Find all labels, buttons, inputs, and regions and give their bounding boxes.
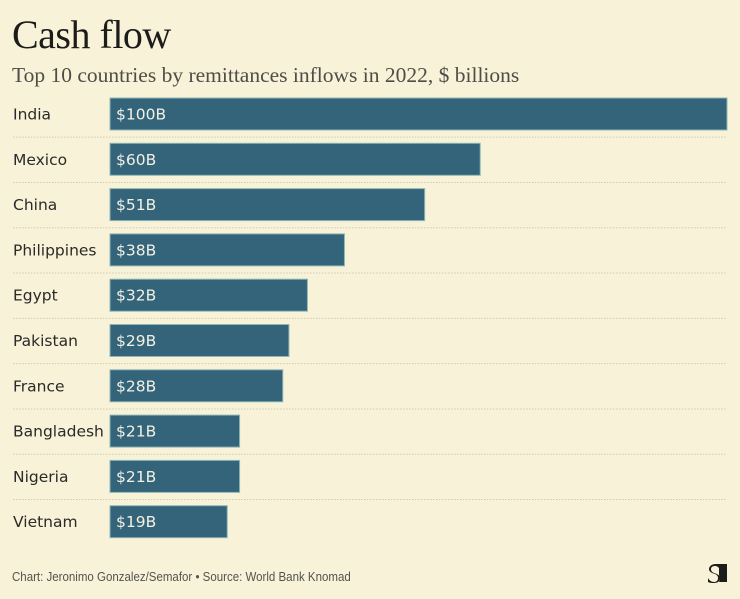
bar-row: Egypt $32B	[13, 278, 727, 319]
category-label: Bangladesh	[13, 423, 104, 441]
bar-row: Vietnam $19B	[13, 505, 228, 539]
bar	[109, 414, 241, 448]
bar-row: Bangladesh $21B	[13, 414, 727, 455]
category-label: Vietnam	[13, 513, 78, 531]
bar	[109, 142, 481, 176]
value-label: $29B	[116, 332, 156, 350]
bar	[109, 505, 228, 539]
value-label: $32B	[116, 287, 156, 305]
category-label: Egypt	[13, 287, 58, 305]
semafor-logo-icon	[708, 564, 727, 583]
bar	[109, 233, 345, 267]
bar-row: Nigeria $21B	[13, 459, 727, 501]
value-label: $51B	[116, 196, 156, 214]
category-label: Mexico	[13, 151, 67, 169]
bar-row: India $100B	[13, 97, 728, 138]
bar	[109, 324, 290, 357]
bar	[109, 278, 308, 312]
value-label: $21B	[116, 423, 156, 441]
value-label: $60B	[116, 151, 156, 169]
bar	[109, 97, 728, 131]
bar	[109, 459, 241, 493]
value-label: $100B	[116, 106, 166, 124]
bar-row: China $51B	[13, 188, 727, 229]
chart-subtitle: Top 10 countries by remittances inflows …	[12, 63, 520, 87]
bar-row: Mexico $60B	[13, 142, 727, 183]
category-label: India	[13, 106, 51, 124]
category-label: China	[13, 196, 57, 214]
bar-row: Pakistan $29B	[13, 324, 727, 365]
bar	[109, 188, 426, 222]
value-label: $28B	[116, 377, 156, 395]
category-label: Philippines	[13, 241, 97, 259]
value-label: $19B	[116, 513, 156, 531]
bar-row: France $28B	[13, 369, 727, 410]
value-label: $21B	[116, 468, 156, 486]
chart-title: Cash flow	[12, 12, 171, 57]
bar	[109, 369, 284, 403]
chart-credit: Chart: Jeronimo Gonzalez/Semafor • Sourc…	[12, 570, 351, 584]
category-label: France	[13, 377, 65, 395]
value-label: $38B	[116, 241, 156, 259]
category-label: Nigeria	[13, 468, 68, 486]
bar-row: Philippines $38B	[13, 233, 727, 274]
category-label: Pakistan	[13, 332, 78, 350]
